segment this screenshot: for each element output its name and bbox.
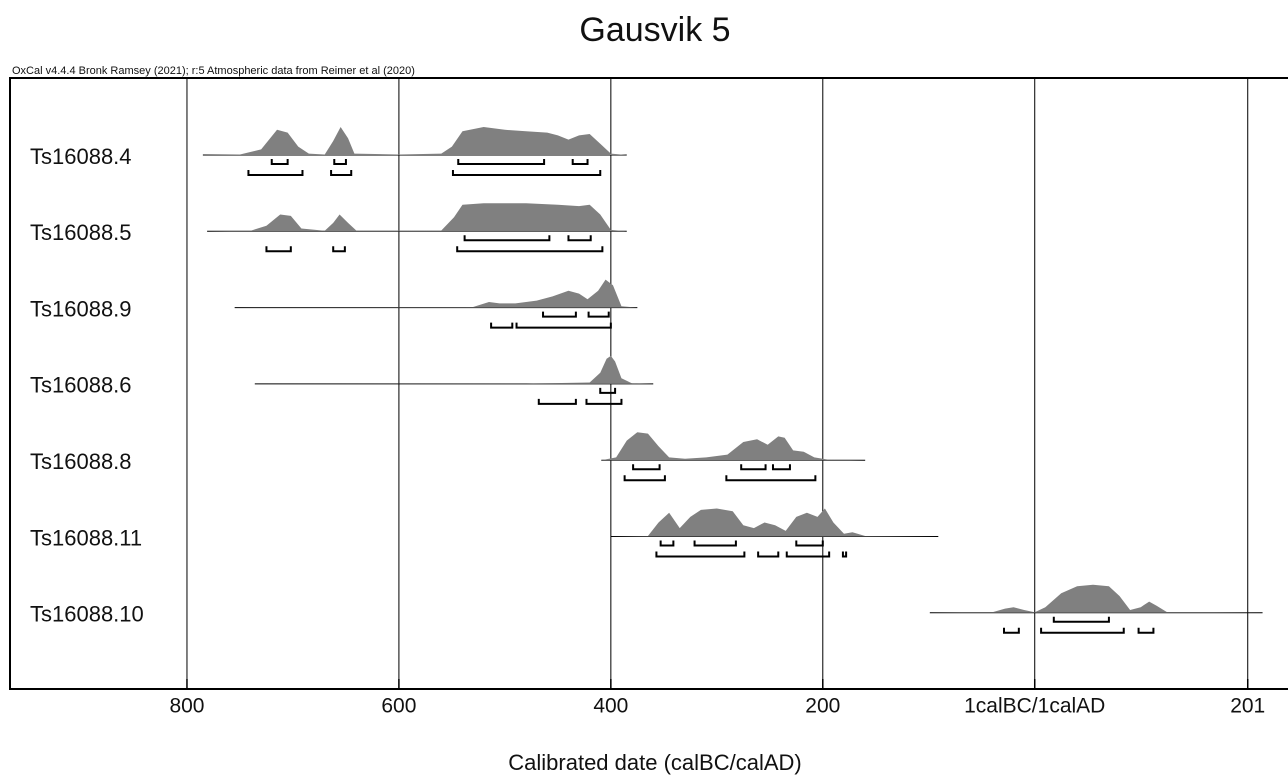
series-label: Ts16088.10 [30,602,144,627]
hpd68-range [740,464,767,471]
hpd95-range [1137,627,1155,634]
density [234,279,638,308]
hpd95-range [725,475,817,482]
hpd68-range [457,159,546,165]
hpd95-range [451,170,602,176]
series-label: Ts16088.11 [30,525,142,550]
series-label: Ts16088.6 [30,373,132,398]
hpd95-range [330,170,353,176]
chart-subtitle: OxCal v4.4.4 Bronk Ramsey (2021); r:5 At… [12,65,415,77]
hpd68-range [693,540,737,547]
series-label: Ts16088.8 [30,449,132,474]
hpd95-range [490,322,514,329]
series-label: Ts16088.9 [30,296,132,321]
plot-frame [9,77,1288,690]
x-tick-label: 400 [593,695,628,718]
x-tick-label: 200 [805,695,840,718]
hpd68-range [795,540,824,547]
density [254,355,654,384]
hpd95-range [623,475,666,482]
hpd68-range [599,387,617,394]
hpd68-range [659,540,675,547]
x-axis-label: Calibrated date (calBC/calAD) [508,750,801,775]
x-tick-label: 600 [381,695,416,718]
x-tick-label: 201 [1230,695,1265,718]
density [929,584,1263,613]
hpd95-range [1040,627,1125,634]
hpd95-range [247,170,304,176]
hpd95-range [537,398,577,405]
hpd68-range [771,464,791,471]
hpd95-range [585,398,623,405]
hpd95-range [757,551,780,558]
hpd68-range [333,159,347,165]
hpd68-range [1052,616,1110,623]
hpd95-range [515,322,612,329]
hpd68-range [270,159,289,165]
hpd95-range [332,246,346,253]
density [610,508,939,537]
chart-title: Gausvik 5 [579,11,730,49]
hpd68-range [567,235,592,242]
hpd68-range [587,311,610,318]
density [202,127,627,155]
hpd68-range [632,464,661,471]
series-label: Ts16088.5 [30,220,132,245]
x-tick-label: 800 [169,695,204,718]
x-tick-label: 1calBC/1calAD [964,695,1105,718]
hpd95-range [456,246,604,253]
hpd95-range [841,551,848,558]
hpd68-range [542,311,577,318]
hpd95-range [265,246,292,253]
hpd95-range [655,551,746,558]
density [601,432,866,461]
hpd68-range [463,235,551,242]
hpd95-range [785,551,831,558]
hpd68-range [571,159,589,165]
density [207,203,627,232]
series-label: Ts16088.4 [30,144,132,169]
hpd95-range [1003,627,1020,634]
